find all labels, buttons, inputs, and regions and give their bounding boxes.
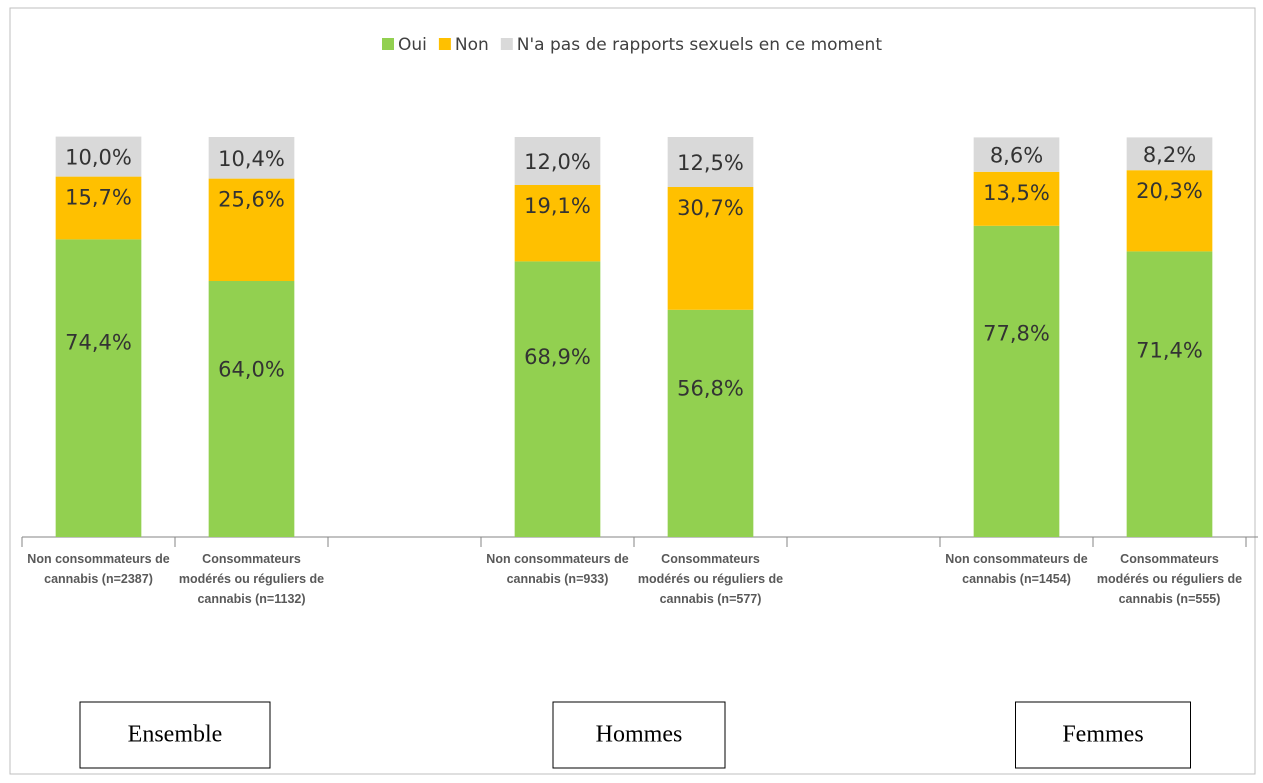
legend-swatch [438,38,451,50]
data-label: 19,1% [524,194,591,218]
x-tick-label: Non consommateurs de cannabis (n=1454) [945,552,1088,586]
legend-label: N'a pas de rapports sexuels en ce moment [517,35,883,55]
data-label: 10,0% [65,146,132,170]
bar-segment [667,187,754,310]
group-box [1015,701,1191,769]
data-label: 12,0% [524,150,591,174]
group-box [552,701,726,769]
legend-label: Non [455,35,489,55]
data-label: 8,6% [990,144,1043,168]
data-label: 20,3% [1136,179,1203,203]
bar-segment [973,137,1060,172]
data-label: 74,4% [65,331,132,355]
x-tick-label-box: Consommateurs modérés ou réguliers de ca… [178,552,325,606]
x-tick-label: Consommateurs modérés ou réguliers de ca… [178,552,325,606]
data-label: 71,4% [1136,338,1203,362]
legend-swatch [382,38,394,50]
x-tick-label: Non consommateurs de cannabis (n=933) [486,552,629,586]
x-tick-label: Non consommateurs de cannabis (n=2387) [27,552,170,586]
bar-segment [667,137,754,187]
x-tick-label-box: Consommateurs modérés ou réguliers de ca… [637,552,784,606]
bar-segment [208,137,295,179]
chart-frame [9,7,1256,775]
legend-swatch [500,38,513,50]
x-tick-label: Consommateurs modérés ou réguliers de ca… [637,552,784,606]
group-box [79,701,271,769]
data-label: 68,9% [524,345,591,369]
data-label: 77,8% [983,322,1050,346]
data-label: 56,8% [677,376,744,400]
bar-segment [208,281,295,537]
bar-segment [973,171,1060,226]
bar-segment [667,309,754,537]
data-label: 25,6% [218,188,285,212]
legend-label: Oui [398,35,427,55]
x-tick-label-box: Consommateurs modérés ou réguliers de ca… [1096,552,1243,606]
bar-segment [514,137,601,185]
legend: Oui Non N'a pas de rapports sexuels en ce … [382,35,882,55]
x-tick-label-box: Non consommateurs de cannabis (n=933) [486,552,629,586]
bar-segment [514,261,601,537]
group-label: Ensemble [128,722,223,748]
x-tick-label-box: Non consommateurs de cannabis (n=1454) [945,552,1088,586]
bar-segment [208,178,295,281]
data-label: 30,7% [677,196,744,220]
x-tick-label: Consommateurs modérés ou réguliers de ca… [1096,552,1243,606]
data-label: 8,2% [1143,143,1196,167]
data-label: 12,5% [677,151,744,175]
data-label: 13,5% [983,181,1050,205]
data-label: 10,4% [218,147,285,171]
data-label: 15,7% [65,186,132,210]
bar-segment [973,225,1060,538]
bar-segment [55,136,142,177]
bar-segment [1126,170,1213,252]
bar-segment [55,239,142,537]
x-tick-label-box: Non consommateurs de cannabis (n=2387) [27,552,170,586]
bar-segment [1126,137,1213,171]
data-label: 64,0% [218,358,285,382]
group-label: Femmes [1062,722,1143,748]
bar-segment [1126,251,1213,537]
bar-segment [55,176,142,240]
bar-segment [514,185,601,262]
group-label: Hommes [596,722,683,748]
